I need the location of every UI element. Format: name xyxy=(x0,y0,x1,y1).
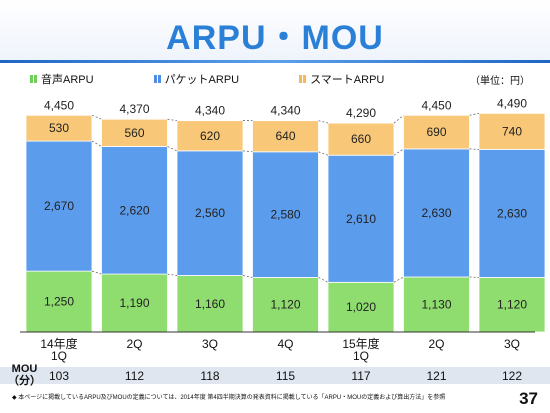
bar-segment-voice xyxy=(327,281,395,333)
bar-segment-voice xyxy=(478,277,546,333)
legend-label-smart: スマートARPU xyxy=(310,74,385,86)
title-band xyxy=(0,0,550,62)
data-label-smart: 740 xyxy=(502,124,522,138)
bar-segment-smart xyxy=(327,122,395,156)
legend-swatch-voice xyxy=(30,75,38,83)
bar-segment-smart xyxy=(403,114,470,150)
x-tick-label: 2Q xyxy=(428,337,444,351)
data-label-packet: 2,620 xyxy=(119,203,149,217)
mou-value: 103 xyxy=(48,369,70,383)
data-label-smart: 560 xyxy=(124,126,144,140)
data-label-voice: 1,120 xyxy=(497,298,527,312)
connector-line xyxy=(91,114,102,120)
bar-segment-voice xyxy=(176,275,244,333)
bar-segment-packet xyxy=(252,151,319,278)
page-title: ARPU・MOU xyxy=(166,19,384,57)
total-label: 4,450 xyxy=(421,98,451,112)
legend-swatch-packet xyxy=(153,75,162,83)
data-label-packet: 2,670 xyxy=(44,199,74,213)
total-label: 4,450 xyxy=(44,98,74,112)
bar-segment-voice xyxy=(403,276,470,333)
data-label-voice: 1,190 xyxy=(119,296,149,310)
x-tick-label: 3Q xyxy=(202,337,218,351)
bar-segment-packet xyxy=(327,154,395,283)
connector-line xyxy=(242,150,253,153)
data-label-voice: 1,130 xyxy=(421,297,451,311)
mou-value: 112 xyxy=(124,369,145,383)
page-number: 37 xyxy=(519,389,538,408)
connector-line xyxy=(318,151,329,156)
bar-segment-smart xyxy=(25,114,93,142)
x-tick-label: 15年度 1Q xyxy=(342,336,379,363)
data-label-smart: 530 xyxy=(49,121,69,135)
legend-label-packet: パケットARPU xyxy=(164,74,240,86)
bar-segment-packet xyxy=(403,148,470,278)
total-label: 4,490 xyxy=(497,96,527,110)
legend-item-smart: スマートARPU xyxy=(299,71,384,87)
connector-line xyxy=(469,113,480,116)
data-label-voice: 1,020 xyxy=(346,300,376,314)
connector-line xyxy=(318,277,329,283)
data-label-smart: 640 xyxy=(275,129,295,143)
x-tick-label: 2Q xyxy=(126,337,142,351)
bar-segment-smart xyxy=(478,112,546,150)
footnote: ◆ 本ページに掲載しているARPU及びMOUの定義については、2014年度 第4… xyxy=(12,395,446,401)
connector-line xyxy=(91,270,102,275)
legend-item-voice: 音声ARPU xyxy=(30,71,94,87)
data-label-voice: 1,250 xyxy=(44,295,74,309)
mou-value: 115 xyxy=(275,369,296,383)
title-rule xyxy=(0,60,550,63)
mou-label-line: MOU xyxy=(11,363,38,375)
bar-segment-smart xyxy=(176,120,244,152)
bar-segment-smart xyxy=(252,120,319,153)
data-label-packet: 2,560 xyxy=(195,206,225,220)
unit-note: （単位：円） xyxy=(470,76,530,87)
connector-line xyxy=(242,275,253,278)
mou-label: MOU （分） xyxy=(8,363,41,387)
x-tick-label: 4Q xyxy=(277,337,293,351)
connector-line xyxy=(318,120,329,124)
bar-segment-packet xyxy=(478,148,546,278)
data-label-packet: 2,610 xyxy=(346,212,376,226)
connector-line xyxy=(393,276,404,283)
chart-legend: 音声ARPU パケットARPU スマートARPU xyxy=(30,71,384,87)
x-tick-label: 3Q xyxy=(504,337,520,351)
connector-line xyxy=(167,273,178,276)
connector-line xyxy=(167,118,178,122)
mou-value: 118 xyxy=(200,369,220,383)
mou-row-band xyxy=(0,367,550,384)
data-label-packet: 2,580 xyxy=(270,208,300,222)
mou-label-line: （分） xyxy=(8,375,41,387)
data-label-smart: 690 xyxy=(426,125,446,139)
data-label-packet: 2,630 xyxy=(497,206,527,220)
bar-segment-smart xyxy=(101,118,168,147)
bar-segment-voice xyxy=(252,277,319,333)
mou-value: 121 xyxy=(426,369,447,383)
bar-segment-packet xyxy=(101,146,168,275)
legend-swatch-smart xyxy=(299,75,307,83)
total-label: 4,290 xyxy=(346,106,376,120)
total-label: 4,370 xyxy=(119,102,149,116)
mou-value: 117 xyxy=(351,369,371,383)
legend-item-packet: パケットARPU xyxy=(153,71,240,87)
legend-label-voice: 音声ARPU xyxy=(41,74,94,86)
total-label: 4,340 xyxy=(270,104,300,118)
data-label-voice: 1,120 xyxy=(270,298,300,312)
bar-segment-packet xyxy=(176,150,244,276)
mou-value: 122 xyxy=(501,369,523,383)
data-label-voice: 1,160 xyxy=(195,297,225,311)
connector-line xyxy=(91,140,102,147)
total-label: 4,340 xyxy=(195,104,225,118)
x-tick-label: 14年度 1Q xyxy=(40,336,77,363)
data-label-smart: 620 xyxy=(200,129,220,143)
data-label-smart: 660 xyxy=(351,132,371,146)
connector-line xyxy=(393,115,404,124)
connector-line xyxy=(393,148,404,156)
data-label-packet: 2,630 xyxy=(421,206,451,220)
connector-line xyxy=(167,146,178,152)
